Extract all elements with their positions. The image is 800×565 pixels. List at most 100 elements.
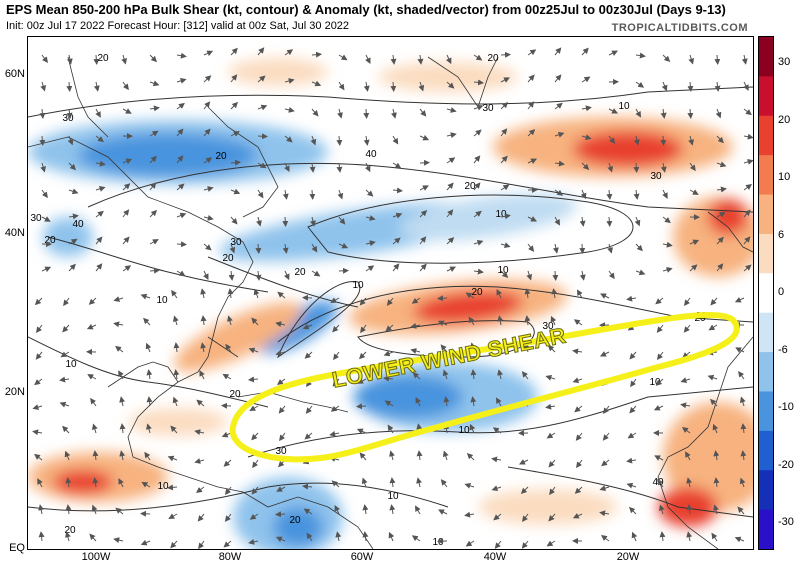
colorbar-tick: 20	[778, 114, 791, 126]
wind-vector-arrow	[548, 459, 556, 468]
wind-vector-arrow	[391, 108, 397, 119]
wind-vector-arrow	[626, 457, 637, 464]
wind-vector-arrow	[580, 189, 587, 200]
wind-vector-arrow	[577, 289, 583, 299]
wind-vector-arrow	[548, 513, 556, 522]
wind-vector-arrow	[68, 162, 76, 171]
colorbar	[758, 36, 774, 550]
wind-vector-arrow	[662, 241, 673, 248]
wind-vector-arrow	[418, 81, 425, 92]
wind-vector-arrow	[446, 157, 456, 164]
wind-vector-arrow	[473, 268, 484, 275]
wind-vector-arrow	[630, 378, 637, 388]
shear-contour-line	[207, 256, 359, 308]
wind-vector-arrow	[554, 102, 563, 110]
contour-label: 20	[215, 151, 227, 162]
wind-vector-arrow	[575, 432, 583, 441]
wind-vector-arrow	[199, 370, 205, 380]
wind-vector-arrow	[573, 319, 583, 326]
wind-vector-arrow	[311, 108, 319, 117]
contour-label: 20	[694, 313, 706, 324]
contour-label: 10	[458, 425, 470, 436]
wind-vector-arrow	[87, 374, 97, 380]
wind-vector-arrow	[66, 54, 73, 65]
wind-vector-arrow	[635, 108, 641, 118]
wind-vector-arrow	[277, 291, 286, 299]
wind-vector-arrow	[170, 540, 178, 549]
wind-vector-arrow	[64, 450, 71, 461]
wind-vector-arrow	[628, 506, 637, 515]
wind-vector-arrow	[249, 513, 259, 520]
wind-vector-arrow	[230, 216, 238, 225]
wind-vector-arrow	[194, 429, 205, 436]
wind-vector-arrow	[309, 189, 316, 200]
wind-vector-arrow	[743, 264, 752, 272]
wind-vector-arrow	[554, 216, 560, 226]
contour-label: 30	[275, 446, 287, 457]
wind-vector-arrow	[550, 315, 557, 326]
wind-vector-arrow	[743, 209, 751, 218]
wind-vector-arrow	[356, 403, 367, 410]
wind-vector-arrow	[633, 189, 640, 200]
wind-vector-arrow	[32, 429, 43, 436]
wind-vector-arrow	[338, 267, 349, 274]
wind-vector-arrow	[306, 532, 313, 542]
wind-vector-arrow	[494, 540, 502, 549]
contour-label: 10	[387, 491, 399, 502]
wind-vector-arrow	[417, 54, 424, 65]
wind-vector-arrow	[600, 535, 610, 542]
wind-vector-arrow	[443, 396, 450, 407]
wind-vector-arrow	[386, 297, 394, 306]
wind-vector-arrow	[170, 425, 178, 434]
wind-vector-arrow	[221, 402, 232, 409]
wind-vector-arrow	[65, 531, 71, 542]
wind-vector-arrow	[606, 189, 613, 200]
wind-vector-arrow	[95, 210, 104, 218]
wind-vector-arrow	[554, 47, 562, 56]
wind-vector-arrow	[743, 236, 751, 245]
shear-anomaly-negative	[353, 375, 463, 419]
wind-vector-arrow	[554, 74, 562, 83]
wind-vector-arrow	[527, 49, 537, 56]
contour-label: 10	[156, 295, 168, 306]
wind-vector-arrow	[606, 216, 613, 227]
colorbar-tick: -20	[778, 459, 794, 471]
wind-vector-arrow	[552, 243, 559, 254]
wind-vector-arrow	[302, 294, 313, 301]
wind-vector-arrow	[662, 216, 671, 224]
wind-vector-arrow	[635, 269, 646, 276]
wind-vector-arrow	[392, 187, 403, 194]
shear-anomaly-positive	[573, 131, 683, 167]
wind-vector-arrow	[707, 374, 718, 381]
wind-vector-arrow	[146, 423, 152, 434]
wind-vector-arrow	[446, 237, 455, 245]
wind-vector-arrow	[256, 216, 262, 227]
wind-vector-arrow	[255, 243, 262, 254]
wind-vector-arrow	[491, 456, 502, 463]
wind-vector-arrow	[527, 243, 535, 252]
wind-vector-arrow	[200, 288, 207, 299]
wind-vector-arrow	[466, 452, 475, 461]
wind-vector-arrow	[626, 482, 637, 489]
wind-vector-arrow	[601, 459, 610, 467]
wind-vector-arrow	[657, 478, 664, 488]
contour-label: 30	[482, 103, 494, 114]
lon-label-20w: 20W	[616, 551, 640, 563]
wind-vector-arrow	[600, 293, 610, 299]
wind-vector-arrow	[122, 209, 130, 218]
wind-vector-arrow	[38, 531, 45, 542]
wind-vector-arrow	[547, 344, 556, 353]
wind-vector-arrow	[149, 105, 160, 112]
wind-vector-arrow	[275, 536, 286, 543]
wind-vector-arrow	[145, 342, 152, 353]
wind-vector-arrow	[631, 531, 638, 542]
wind-vector-arrow	[655, 378, 664, 386]
wind-vector-arrow	[602, 432, 610, 441]
wind-vector-arrow	[338, 216, 346, 225]
wind-vector-arrow	[446, 107, 457, 113]
wind-vector-arrow	[574, 405, 583, 413]
wind-vector-arrow	[635, 243, 643, 252]
wind-vector-arrow	[251, 486, 259, 495]
wind-vector-arrow	[716, 135, 724, 144]
wind-vector-arrow	[734, 536, 745, 543]
